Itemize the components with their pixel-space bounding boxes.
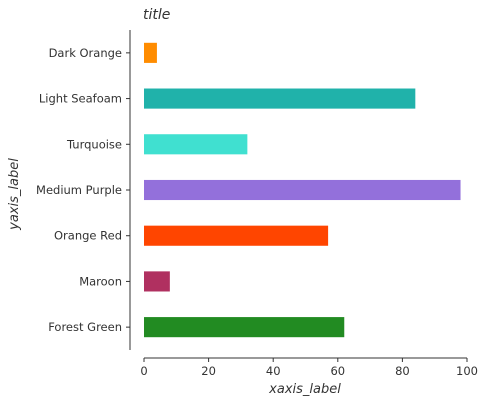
y-tick-label-turquoise: Turquoise	[66, 137, 122, 151]
x-tick-label-40: 40	[266, 364, 281, 378]
bar-forest-green	[144, 317, 345, 338]
y-axis-label: yaxis_label	[7, 158, 22, 231]
y-tick-label-maroon: Maroon	[79, 274, 122, 288]
bar-light-seafoam	[144, 88, 416, 109]
y-tick-label-orange-red: Orange Red	[54, 229, 122, 243]
bar-medium-purple	[144, 179, 461, 201]
y-tick-label-forest-green: Forest Green	[48, 320, 122, 334]
x-tick-label-20: 20	[201, 364, 216, 378]
bar-orange-red	[144, 225, 329, 246]
x-tick-label-80: 80	[395, 364, 410, 378]
y-tick-label-light-seafoam: Light Seafoam	[39, 92, 122, 106]
y-axis: Forest Green Maroon Orange Red Medium Purpl…	[36, 30, 131, 350]
bar-dark-orange	[144, 42, 157, 63]
x-tick-label-0: 0	[140, 364, 147, 378]
chart-title: title	[143, 7, 170, 23]
x-tick-label-100: 100	[456, 364, 478, 378]
bars-group	[144, 42, 461, 338]
x-axis-label: xaxis_label	[268, 382, 341, 397]
bar-turquoise	[144, 134, 248, 155]
x-axis: 0 20 40 60 80 100	[140, 357, 478, 378]
bar-maroon	[144, 271, 170, 292]
y-tick-label-dark-orange: Dark Orange	[49, 46, 122, 60]
x-tick-label-60: 60	[330, 364, 345, 378]
y-tick-label-medium-purple: Medium Purple	[36, 183, 122, 197]
